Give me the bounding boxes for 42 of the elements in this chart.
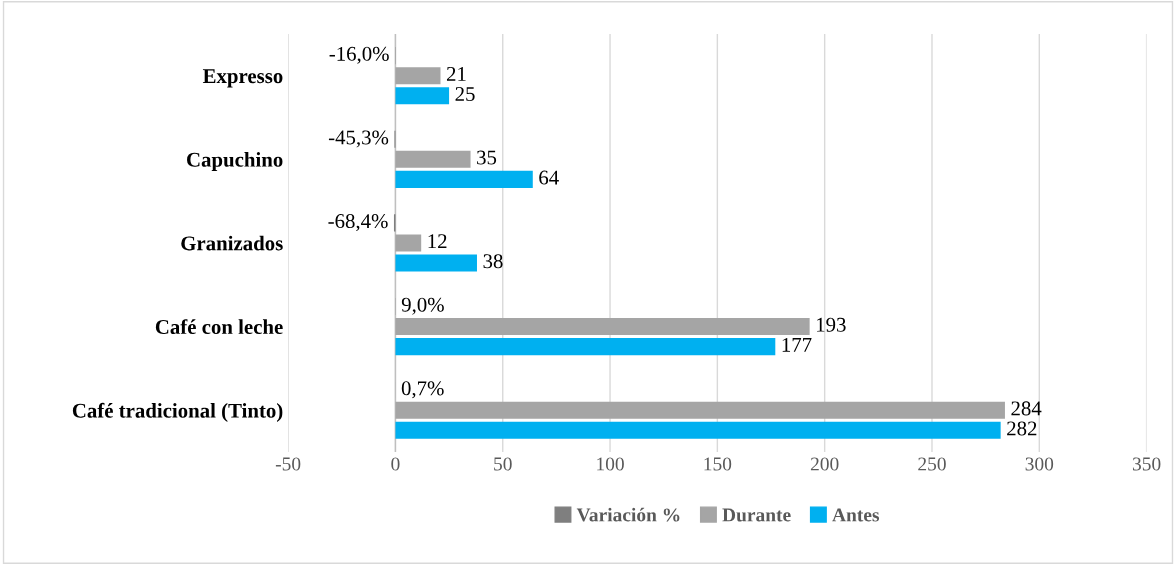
data-label: 38: [483, 254, 503, 269]
data-label: 64: [539, 170, 559, 185]
x-tick-label: 350: [1132, 457, 1161, 471]
bar: [395, 421, 1001, 439]
bar: [395, 234, 422, 252]
bar: [395, 170, 533, 188]
y-tick-label: Café con leche: [155, 319, 283, 334]
x-tick-label: 200: [810, 457, 839, 471]
legend-label: Antes: [832, 508, 880, 522]
data-label: 12: [428, 234, 447, 248]
bar: [395, 87, 450, 105]
y-tick-label: Granizados: [181, 235, 283, 251]
bar: [395, 338, 776, 356]
data-label: 177: [782, 337, 812, 352]
x-tick-label: -50: [275, 457, 301, 471]
data-label: 282: [1007, 421, 1037, 436]
bar: [395, 150, 471, 168]
bar: [395, 401, 1005, 419]
x-tick-label: 150: [704, 457, 732, 471]
bar: [395, 67, 441, 85]
data-label: -16,0%: [329, 46, 389, 64]
legend-label: Variación %: [576, 507, 680, 522]
x-tick-label: 250: [918, 457, 946, 471]
data-label: 193: [817, 317, 846, 332]
x-tick-label: 50: [494, 457, 512, 471]
x-tick-label: 0: [391, 457, 400, 471]
data-label: 25: [455, 86, 475, 101]
y-tick-label: Capuchino: [187, 152, 283, 171]
x-tick-label: 100: [597, 457, 624, 471]
bar: [395, 318, 810, 336]
data-label: 284: [1011, 401, 1042, 416]
data-label: 35: [477, 150, 497, 165]
y-tick-label: Expresso: [202, 69, 283, 88]
x-tick-label: 300: [1025, 457, 1054, 471]
data-label: 0,7%: [401, 381, 444, 399]
data-label: -45,3%: [328, 130, 389, 148]
bar: [395, 254, 477, 272]
data-label: 9,0%: [401, 297, 444, 315]
y-tick-label: Café tradicional (Tinto): [72, 402, 283, 422]
data-label: -68,4%: [328, 214, 388, 232]
legend-label: Durante: [722, 508, 791, 522]
data-label: 21: [446, 66, 466, 81]
